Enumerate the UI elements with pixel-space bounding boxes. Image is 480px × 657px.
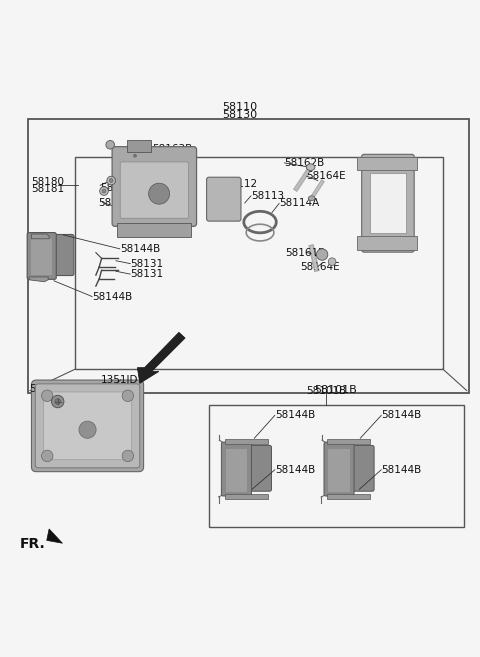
Text: 58164E: 58164E [300, 262, 340, 272]
Text: 58113: 58113 [251, 191, 284, 201]
Circle shape [109, 179, 113, 183]
Circle shape [328, 258, 336, 265]
Text: 58181: 58181 [32, 184, 65, 194]
Text: 58163B: 58163B [152, 144, 192, 154]
Circle shape [122, 390, 133, 401]
Text: 58120: 58120 [98, 198, 131, 208]
Circle shape [149, 183, 169, 204]
Bar [327, 494, 370, 499]
Circle shape [55, 399, 60, 404]
FancyBboxPatch shape [221, 442, 252, 496]
Bar [327, 440, 370, 444]
Bar [328, 449, 350, 491]
Text: FR.: FR. [20, 537, 45, 551]
Circle shape [122, 450, 133, 462]
Ellipse shape [142, 165, 144, 168]
Text: 58162B: 58162B [284, 158, 324, 168]
FancyBboxPatch shape [32, 380, 144, 472]
Text: 58164E: 58164E [306, 171, 346, 181]
Polygon shape [137, 332, 185, 384]
Text: 58144B: 58144B [381, 464, 421, 475]
Circle shape [100, 187, 108, 195]
Bar [28, 118, 469, 393]
Text: 58110: 58110 [222, 102, 258, 112]
Bar [226, 449, 247, 491]
Bar [117, 223, 192, 237]
Ellipse shape [106, 141, 115, 149]
Text: 58180: 58180 [32, 177, 64, 187]
Circle shape [316, 249, 328, 260]
Text: 58144B: 58144B [275, 464, 315, 475]
Bar [357, 237, 417, 250]
FancyBboxPatch shape [35, 384, 140, 468]
Text: 58130: 58130 [222, 110, 258, 120]
Text: 58144B: 58144B [120, 244, 160, 254]
Text: 58131: 58131 [130, 269, 163, 279]
Bar [32, 238, 52, 275]
Bar [209, 405, 464, 526]
FancyBboxPatch shape [362, 154, 414, 252]
Bar [370, 173, 406, 233]
FancyBboxPatch shape [206, 177, 241, 221]
Bar [225, 494, 268, 499]
Circle shape [107, 176, 116, 185]
Text: 58131: 58131 [130, 259, 163, 269]
Text: 57725A: 57725A [29, 384, 69, 394]
Polygon shape [32, 234, 49, 238]
FancyBboxPatch shape [245, 445, 272, 491]
Ellipse shape [306, 164, 315, 171]
Text: 58114A: 58114A [279, 198, 319, 208]
Polygon shape [47, 529, 62, 543]
Circle shape [41, 390, 53, 401]
FancyBboxPatch shape [47, 235, 74, 275]
Circle shape [41, 450, 53, 462]
Polygon shape [29, 277, 48, 282]
Text: 58101B: 58101B [306, 386, 346, 396]
FancyBboxPatch shape [120, 162, 189, 218]
Text: 58144B: 58144B [275, 411, 315, 420]
Text: 58314: 58314 [100, 183, 133, 193]
Text: 1351JD: 1351JD [101, 374, 138, 384]
Ellipse shape [308, 196, 315, 200]
FancyBboxPatch shape [43, 392, 132, 460]
FancyBboxPatch shape [348, 445, 374, 491]
Text: 58161B: 58161B [285, 248, 325, 258]
Circle shape [51, 396, 64, 408]
Circle shape [102, 189, 106, 193]
Bar [75, 157, 443, 369]
Text: 58144B: 58144B [381, 411, 421, 420]
Bar [357, 157, 417, 170]
Ellipse shape [140, 164, 146, 169]
Text: 58112: 58112 [224, 179, 257, 189]
Text: 58125: 58125 [137, 161, 170, 171]
Ellipse shape [132, 153, 138, 158]
FancyBboxPatch shape [324, 442, 354, 496]
FancyBboxPatch shape [112, 147, 197, 227]
FancyBboxPatch shape [27, 233, 56, 279]
Bar [127, 140, 151, 152]
Circle shape [79, 421, 96, 438]
Text: 58144B: 58144B [92, 292, 132, 302]
Bar [225, 440, 268, 444]
Text: 58101B: 58101B [314, 384, 357, 395]
Ellipse shape [133, 154, 136, 157]
